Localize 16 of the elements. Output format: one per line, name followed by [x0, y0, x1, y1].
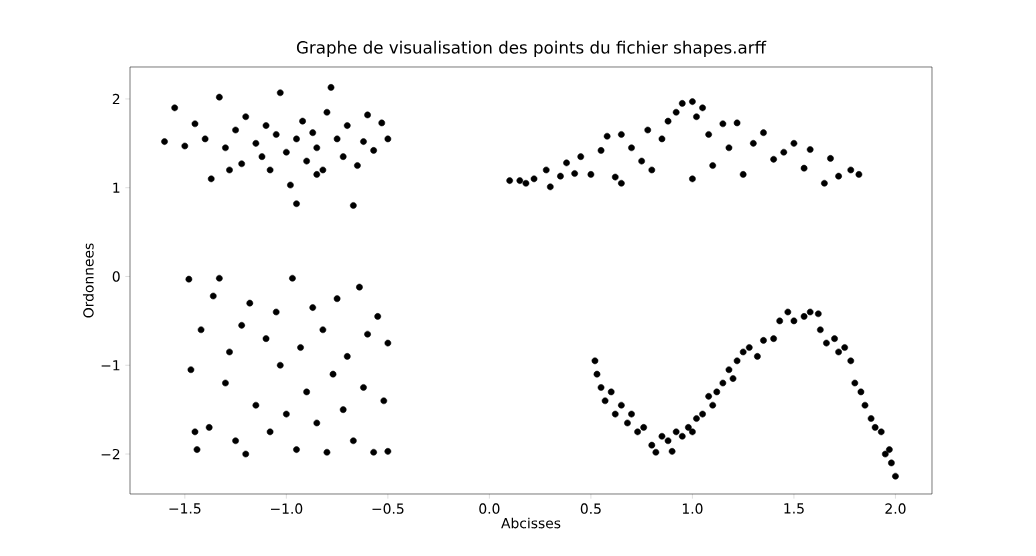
x-tick-label: −0.5 [372, 503, 404, 514]
x-tick-label: 1.0 [682, 503, 703, 514]
x-tick-label: 0.5 [580, 503, 601, 514]
x-tick-label: 1.5 [784, 503, 804, 514]
x-tick-label: −1.5 [169, 503, 201, 514]
chart-title: Graphe de visualisation des points du fichier shapes.arff [296, 40, 767, 57]
y-tick-label: −1 [101, 360, 120, 371]
y-tick-label: −2 [101, 448, 120, 460]
y-tick-label: 0 [112, 271, 120, 282]
y-axis-title: Ordonnees [82, 243, 94, 318]
y-tick-label: 1 [113, 182, 120, 193]
y-tick-label: 2 [112, 93, 120, 105]
x-tick-label: 0.0 [479, 503, 500, 514]
x-tick-label: 2.0 [885, 503, 906, 514]
x-tick-label: −1.0 [270, 503, 303, 514]
x-axis-title: Abcisses [501, 517, 561, 529]
